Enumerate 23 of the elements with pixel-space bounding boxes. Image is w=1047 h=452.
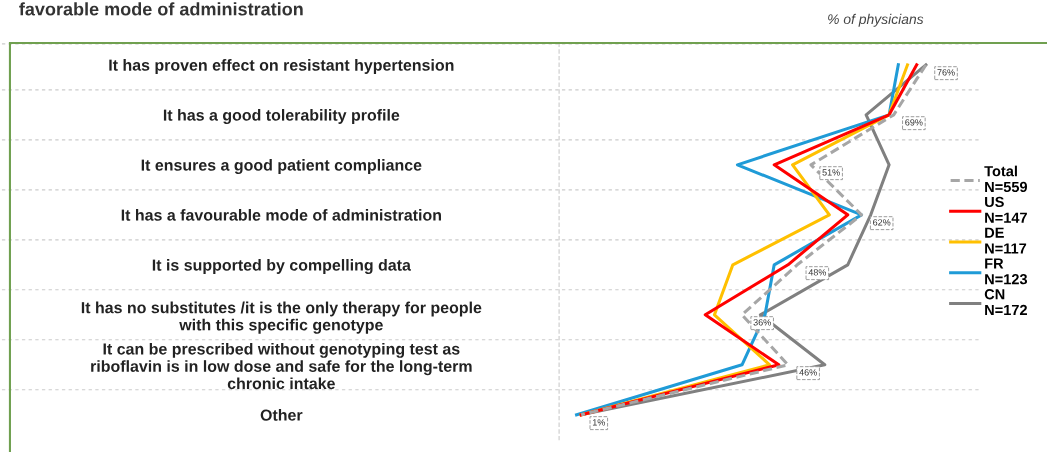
- legend-label: DE N=117: [985, 227, 1027, 254]
- y-tick-label: It can be prescribed without genotyping test as riboflavin is in low dose and safe for the long-term chronic intake: [91, 342, 472, 390]
- data-label: 48%: [808, 269, 827, 276]
- y-tick-label: It is supported by compelling data: [152, 259, 411, 274]
- data-label: 36%: [753, 319, 771, 326]
- data-label: 76%: [937, 69, 955, 76]
- data-label: 1%: [592, 419, 605, 426]
- legend-label: US N=147: [985, 196, 1027, 223]
- data-label: 46%: [799, 369, 817, 376]
- data-label: 51%: [822, 169, 840, 176]
- legend-label: CN N=172: [984, 289, 1027, 315]
- legend-label: Total N=559: [984, 165, 1028, 193]
- y-tick-label: It ensures a good patient compliance: [141, 159, 422, 174]
- y-tick-label: It has a favourable mode of administration: [121, 209, 441, 221]
- y-tick-label: Other: [260, 409, 303, 421]
- x-axis-title: % of physicians: [828, 13, 924, 27]
- legend-label: FR N=123: [985, 258, 1028, 285]
- y-tick-label: It has no substitutes /it is the only therapy for people with this specific genotype: [81, 301, 482, 334]
- y-tick-label: It has a good tolerability profile: [163, 109, 400, 125]
- data-label: 62%: [873, 219, 891, 226]
- data-label: 69%: [905, 119, 923, 126]
- y-tick-label: It has proven effect on resistant hypertension: [109, 59, 454, 74]
- text: favorable mode of administration: [19, 2, 303, 16]
